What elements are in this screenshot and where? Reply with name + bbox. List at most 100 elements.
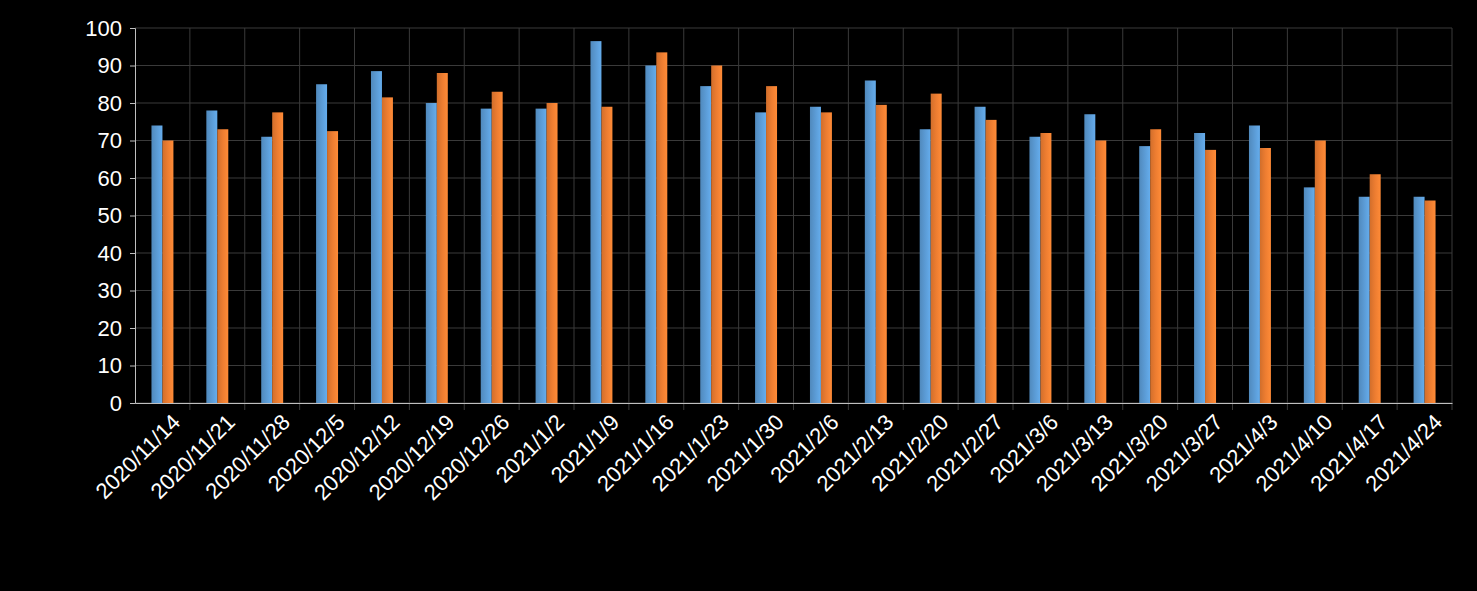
bar bbox=[876, 105, 887, 403]
category-divider bbox=[738, 28, 739, 410]
bar bbox=[162, 141, 173, 404]
x-tick: 2021/1/30 bbox=[702, 403, 789, 496]
y-tick: 60 bbox=[98, 166, 135, 191]
x-axis: 2020/11/142020/11/212020/11/282020/12/52… bbox=[91, 403, 1453, 505]
bar bbox=[217, 129, 228, 403]
bar bbox=[1260, 148, 1271, 403]
bar bbox=[1084, 114, 1095, 403]
bar bbox=[1029, 137, 1040, 403]
y-tick-label: 10 bbox=[98, 353, 122, 378]
x-tick-label: 2021/1/30 bbox=[702, 409, 789, 496]
category-divider bbox=[189, 28, 190, 410]
y-axis-line bbox=[130, 29, 136, 404]
y-tick: 30 bbox=[98, 278, 135, 303]
bar bbox=[975, 107, 986, 403]
y-tick: 70 bbox=[98, 128, 135, 153]
y-tick-mark bbox=[130, 291, 135, 292]
y-tick-mark bbox=[130, 28, 135, 29]
bar bbox=[206, 111, 217, 404]
category-divider bbox=[299, 28, 300, 410]
y-tick-label: 80 bbox=[98, 91, 122, 116]
y-tick: 10 bbox=[98, 353, 135, 378]
bar bbox=[920, 129, 931, 403]
y-tick-mark bbox=[130, 328, 135, 329]
bar bbox=[1370, 174, 1381, 403]
y-tick: 80 bbox=[98, 91, 135, 116]
category-divider bbox=[1067, 28, 1068, 410]
bar bbox=[536, 109, 547, 403]
category-divider bbox=[903, 28, 904, 410]
category-divider bbox=[574, 28, 575, 410]
y-tick-label: 40 bbox=[98, 241, 122, 266]
x-tick-label: 2021/4/24 bbox=[1360, 409, 1447, 496]
category-divider bbox=[1342, 28, 1343, 410]
y-tick: 90 bbox=[98, 53, 135, 78]
y-tick-mark bbox=[130, 216, 135, 217]
y-tick: 40 bbox=[98, 241, 135, 266]
bar bbox=[547, 103, 558, 403]
bar bbox=[601, 107, 612, 403]
category-divider bbox=[519, 28, 520, 410]
bar bbox=[1304, 187, 1315, 403]
bar bbox=[700, 86, 711, 403]
bar bbox=[1425, 201, 1436, 404]
category-divider bbox=[1013, 28, 1014, 410]
category-divider bbox=[1232, 28, 1233, 410]
bar bbox=[810, 107, 821, 403]
y-tick-label: 90 bbox=[98, 53, 122, 78]
y-tick-mark bbox=[130, 103, 135, 104]
y-tick-label: 70 bbox=[98, 128, 122, 153]
bar bbox=[492, 92, 503, 403]
category-divider bbox=[1122, 28, 1123, 410]
plot: 0 10 20 30 40 50 60 70 80 90 100 2020/11/142020/11/… bbox=[85, 16, 1452, 505]
category-divider bbox=[683, 28, 684, 410]
bar bbox=[426, 103, 437, 403]
bar bbox=[1249, 126, 1260, 404]
category-divider bbox=[1287, 28, 1288, 410]
y-tick-label: 50 bbox=[98, 203, 122, 228]
bar bbox=[656, 52, 667, 403]
y-tick: 20 bbox=[98, 316, 135, 341]
category-divider bbox=[354, 28, 355, 410]
category-divider bbox=[958, 28, 959, 410]
bar bbox=[755, 112, 766, 403]
bar bbox=[590, 41, 601, 403]
x-tick: 2020/12/26 bbox=[419, 403, 515, 505]
category-divider bbox=[1397, 28, 1398, 410]
x-tick-label: 2021/2/27 bbox=[921, 409, 1008, 496]
y-tick-mark bbox=[130, 253, 135, 254]
bar bbox=[382, 97, 393, 403]
y-tick: 100 bbox=[85, 16, 135, 41]
category-divider bbox=[628, 28, 629, 410]
bar bbox=[272, 112, 283, 403]
bar bbox=[865, 81, 876, 404]
bar bbox=[645, 66, 656, 404]
bar bbox=[931, 94, 942, 403]
y-tick: 0 bbox=[110, 391, 135, 416]
category-divider bbox=[793, 28, 794, 410]
bar bbox=[437, 73, 448, 403]
y-tick-mark bbox=[130, 403, 135, 404]
bar bbox=[1040, 133, 1051, 403]
category-divider bbox=[1452, 28, 1453, 410]
category-divider bbox=[409, 28, 410, 410]
bar bbox=[1359, 197, 1370, 403]
bar bbox=[1139, 146, 1150, 403]
bar bbox=[316, 84, 327, 403]
bar bbox=[1315, 141, 1326, 404]
bar bbox=[711, 66, 722, 404]
bar bbox=[1205, 150, 1216, 403]
y-tick-mark bbox=[130, 366, 135, 367]
bar bbox=[261, 137, 272, 403]
category-divider bbox=[1177, 28, 1178, 410]
y-tick-mark bbox=[130, 141, 135, 142]
bar bbox=[1150, 129, 1161, 403]
y-axis: 0 10 20 30 40 50 60 70 80 90 100 bbox=[85, 16, 135, 416]
bar bbox=[1095, 141, 1106, 404]
x-axis-line bbox=[136, 403, 1453, 404]
x-tick: 2021/2/27 bbox=[921, 403, 1008, 496]
bar bbox=[1194, 133, 1205, 403]
x-tick-label: 2020/12/26 bbox=[419, 409, 515, 505]
bar bbox=[766, 86, 777, 403]
bar bbox=[151, 126, 162, 404]
